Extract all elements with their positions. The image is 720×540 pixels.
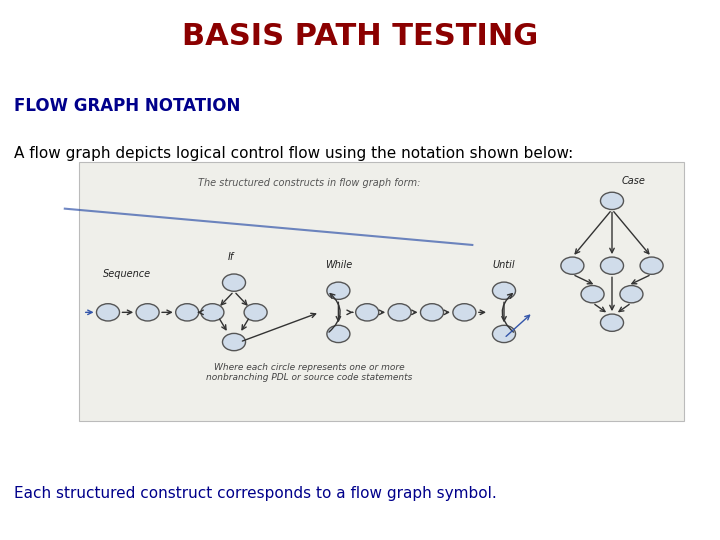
Text: The structured constructs in flow graph form:: The structured constructs in flow graph …	[198, 178, 420, 188]
Circle shape	[561, 257, 584, 274]
Circle shape	[600, 257, 624, 274]
Circle shape	[620, 286, 643, 303]
Circle shape	[176, 303, 199, 321]
Circle shape	[136, 303, 159, 321]
Text: BASIS PATH TESTING: BASIS PATH TESTING	[182, 22, 538, 51]
Circle shape	[600, 314, 624, 332]
Circle shape	[222, 274, 246, 291]
Circle shape	[96, 303, 120, 321]
Circle shape	[201, 303, 224, 321]
Circle shape	[356, 303, 379, 321]
Circle shape	[453, 303, 476, 321]
Circle shape	[327, 325, 350, 342]
FancyBboxPatch shape	[79, 162, 684, 421]
Circle shape	[492, 282, 516, 299]
Circle shape	[388, 303, 411, 321]
Text: Sequence: Sequence	[104, 269, 151, 279]
Circle shape	[492, 325, 516, 342]
Circle shape	[420, 303, 444, 321]
Circle shape	[327, 282, 350, 299]
Text: FLOW GRAPH NOTATION: FLOW GRAPH NOTATION	[14, 97, 240, 115]
Text: Case: Case	[621, 176, 646, 186]
Text: While: While	[325, 260, 352, 270]
Text: Until: Until	[492, 260, 516, 270]
Text: Where each circle represents one or more
nonbranching PDL or source code stateme: Where each circle represents one or more…	[206, 363, 413, 382]
Circle shape	[244, 303, 267, 321]
Circle shape	[222, 333, 246, 350]
Circle shape	[581, 286, 604, 303]
Text: A flow graph depicts logical control flow using the notation shown below:: A flow graph depicts logical control flo…	[14, 146, 574, 161]
FancyArrowPatch shape	[503, 294, 513, 332]
FancyArrowPatch shape	[329, 294, 340, 332]
Text: If: If	[228, 252, 233, 262]
Text: Each structured construct corresponds to a flow graph symbol.: Each structured construct corresponds to…	[14, 486, 497, 501]
Circle shape	[600, 192, 624, 210]
Circle shape	[640, 257, 663, 274]
